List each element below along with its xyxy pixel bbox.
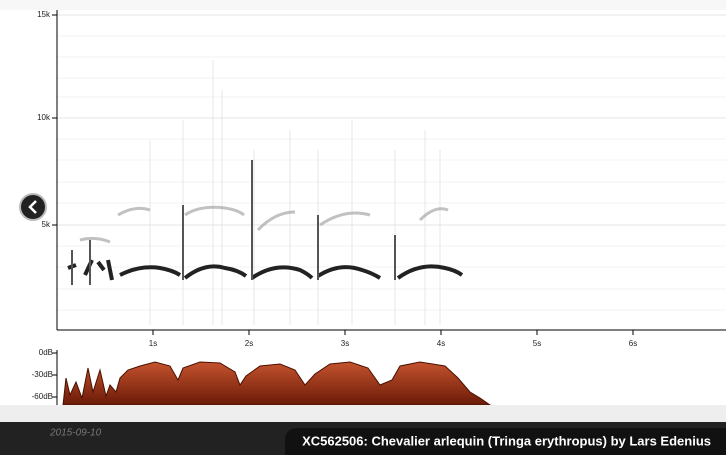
noise xyxy=(149,60,441,325)
recording-date: 2015-09-10 xyxy=(49,428,102,439)
grid xyxy=(57,14,726,311)
harmonics xyxy=(79,205,449,244)
level-tick: -60dB xyxy=(32,392,53,401)
time-tick: 3s xyxy=(341,339,349,348)
call-onsets xyxy=(71,160,396,285)
footer-strip xyxy=(0,405,726,422)
recording-caption[interactable]: XC562506: Chevalier arlequin (Tringa ery… xyxy=(302,433,711,448)
time-tick: 6s xyxy=(629,339,637,348)
previous-button[interactable] xyxy=(19,193,47,221)
frequency-tick: 15k xyxy=(37,10,51,19)
frequency-tick: 10k xyxy=(37,113,51,122)
time-tick: 5s xyxy=(533,339,541,348)
time-tick: 4s xyxy=(437,339,445,348)
axes xyxy=(52,10,726,335)
level-tick: 0dB xyxy=(39,348,53,357)
caption-box xyxy=(285,428,726,455)
time-tick: 2s xyxy=(245,339,253,348)
waveform xyxy=(52,350,492,406)
level-tick: -30dB xyxy=(32,370,53,379)
frequency-tick: 5k xyxy=(42,220,51,229)
top-strip xyxy=(0,0,726,10)
time-tick: 1s xyxy=(149,339,157,348)
calls xyxy=(67,259,464,281)
